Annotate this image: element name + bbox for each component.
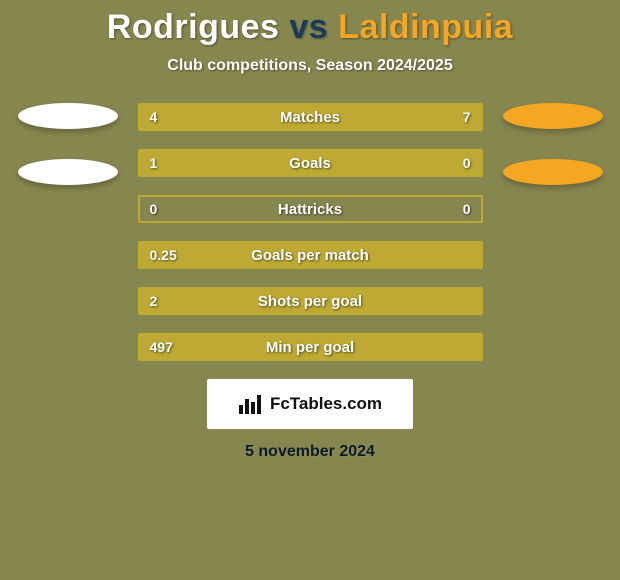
- stat-label: Min per goal: [140, 335, 481, 359]
- indicator-ellipse: [503, 103, 603, 129]
- stat-row: 10Goals: [138, 149, 483, 177]
- vs-label: vs: [289, 8, 328, 46]
- stats-area: 47Matches 10Goals 00Hattricks 0.25Goals per…: [0, 103, 620, 361]
- title: Rodrigues vs Laldinpuia: [0, 8, 620, 47]
- stat-label: Goals: [140, 151, 481, 175]
- player2-name: Laldinpuia: [338, 8, 513, 46]
- stat-row: 47Matches: [138, 103, 483, 131]
- indicator-ellipse: [18, 103, 118, 129]
- left-indicator-column: [18, 103, 118, 185]
- stat-row: 0.25Goals per match: [138, 241, 483, 269]
- comparison-card: Rodrigues vs Laldinpuia Club competition…: [0, 0, 620, 461]
- comparison-bars: 47Matches 10Goals 00Hattricks 0.25Goals per…: [138, 103, 483, 361]
- indicator-ellipse: [503, 159, 603, 185]
- stat-label: Shots per goal: [140, 289, 481, 313]
- player1-name: Rodrigues: [107, 8, 280, 46]
- source-logo: FcTables.com: [207, 379, 413, 429]
- stat-label: Matches: [140, 105, 481, 129]
- indicator-ellipse: [18, 159, 118, 185]
- bars-icon: [238, 393, 264, 415]
- stat-row: 00Hattricks: [138, 195, 483, 223]
- stat-label: Goals per match: [140, 243, 481, 267]
- right-indicator-column: [503, 103, 603, 185]
- logo-text: FcTables.com: [270, 394, 382, 414]
- stat-label: Hattricks: [140, 197, 481, 221]
- date-line: 5 november 2024: [0, 443, 620, 461]
- subtitle: Club competitions, Season 2024/2025: [0, 57, 620, 75]
- stat-row: 497Min per goal: [138, 333, 483, 361]
- stat-row: 2Shots per goal: [138, 287, 483, 315]
